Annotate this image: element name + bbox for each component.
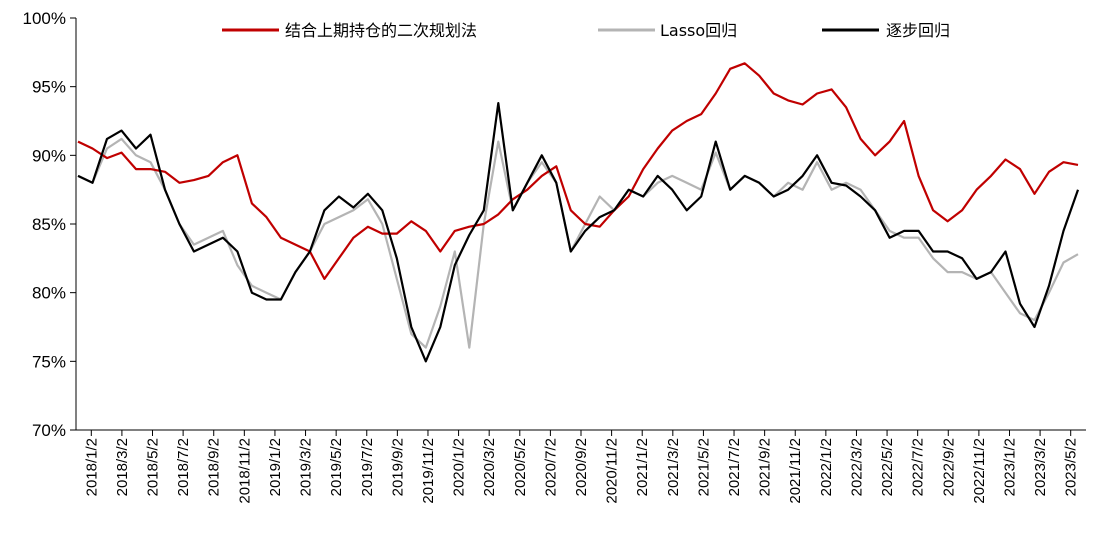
x-tick-label: 2020/3/2	[481, 438, 498, 496]
x-tick-label: 2020/9/2	[573, 438, 590, 496]
x-tick-label: 2021/9/2	[757, 438, 774, 496]
series-line-0	[77, 62, 1079, 280]
series-line-2	[77, 101, 1080, 363]
y-tick-label: 85%	[32, 215, 66, 234]
y-tick-label: 70%	[32, 421, 66, 440]
legend-label-0: 结合上期持仓的二次规划法	[285, 21, 477, 40]
x-tick-label: 2021/11/2	[787, 438, 804, 504]
x-tick-label: 2023/5/2	[1063, 438, 1080, 496]
x-tick-label: 2019/1/2	[267, 438, 284, 496]
x-tick-label: 2020/11/2	[604, 438, 621, 504]
x-tick-label: 2018/9/2	[206, 438, 223, 496]
legend-label-1: Lasso回归	[660, 21, 737, 40]
x-tick-label: 2021/1/2	[634, 438, 651, 496]
x-tick-label: 2022/9/2	[940, 438, 957, 496]
y-tick-label: 75%	[32, 352, 66, 371]
x-tick-label: 2019/11/2	[420, 438, 437, 504]
legend-label-2: 逐步回归	[886, 21, 950, 40]
x-tick-label: 2018/11/2	[236, 438, 253, 504]
x-tick-label: 2019/3/2	[298, 438, 315, 496]
x-tick-label: 2021/3/2	[665, 438, 682, 496]
x-tick-label: 2019/9/2	[389, 438, 406, 496]
x-tick-label: 2018/7/2	[175, 438, 192, 496]
y-tick-label: 95%	[32, 78, 66, 97]
series-lines	[77, 62, 1080, 363]
x-tick-label: 2021/5/2	[695, 438, 712, 496]
x-tick-label: 2019/5/2	[328, 438, 345, 496]
y-tick-label: 100%	[23, 9, 66, 28]
x-tick-label: 2023/1/2	[1001, 438, 1018, 496]
legend: 结合上期持仓的二次规划法 Lasso回归 逐步回归	[222, 21, 950, 40]
x-tick-label: 2022/5/2	[879, 438, 896, 496]
x-tick-label: 2021/7/2	[726, 438, 743, 496]
x-tick-label: 2018/1/2	[83, 438, 100, 496]
x-tick-label: 2019/7/2	[359, 438, 376, 496]
x-tick-label: 2022/1/2	[818, 438, 835, 496]
x-tick-label: 2022/7/2	[910, 438, 927, 496]
x-tick-label: 2022/3/2	[848, 438, 865, 496]
x-tick-label: 2018/3/2	[114, 438, 131, 496]
x-tick-label: 2022/11/2	[971, 438, 988, 504]
y-tick-label: 90%	[32, 146, 66, 165]
axes: 100% 95% 90% 85% 80% 75% 70% 2018/1/2 2018/3/2 20…	[23, 9, 1086, 504]
x-tick-label: 2020/5/2	[512, 438, 529, 496]
x-tick-label: 2020/1/2	[451, 438, 468, 496]
x-tick-label: 2023/3/2	[1032, 438, 1049, 496]
series-line-1	[77, 137, 1079, 349]
x-tick-label: 2020/7/2	[542, 438, 559, 496]
y-tick-label: 80%	[32, 284, 66, 303]
x-tick-label: 2018/5/2	[145, 438, 162, 496]
